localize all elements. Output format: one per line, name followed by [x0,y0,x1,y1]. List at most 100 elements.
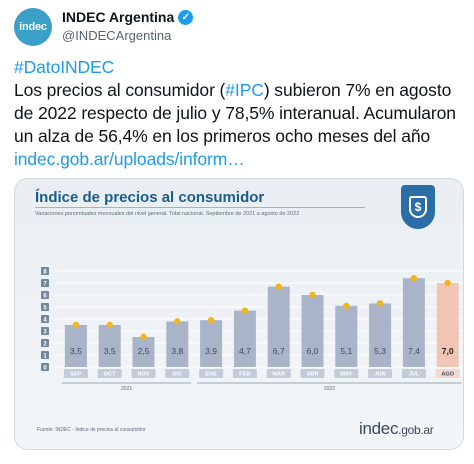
category-label: FEB [239,372,250,378]
y-tick-label: 3 [43,330,47,336]
category-label: JUL [409,372,420,378]
category-box [131,369,156,378]
tweet-url-link[interactable]: indec.gob.ar/uploads/inform… [14,149,245,169]
category-label: OCT [104,372,116,378]
y-tick-box [41,303,49,311]
data-label: 6,7 [273,346,285,356]
ipc-bar-chart: 0 1 2 3 4 5 6 7 8 3,5 SEP 3,5 OCT 2,5 NOV 3,8 DIC 3,9 ENE 4… [41,267,463,392]
y-tick-box [41,279,49,287]
category-label: MAR [272,372,285,378]
indec-logo: indec.gob.ar [359,419,434,439]
category-box [232,369,257,378]
bar-abr [301,295,324,367]
data-label: 5,3 [374,346,386,356]
bar-sep [64,325,87,367]
brand-suffix: .gob.ar [398,423,434,437]
tweet-text-part-b: ) subieron 7% en agosto de 2022 respecto… [14,80,456,146]
category-label: DIC [172,372,182,378]
y-tick-label: 1 [43,354,47,360]
category-label: MAY [340,372,352,378]
bar-dic [166,321,189,367]
category-label: NOV [137,372,149,378]
category-label: AGO [441,372,454,378]
y-tick-label: 5 [43,306,47,312]
bar-top-dot [410,275,418,282]
bar-top-dot [343,302,350,309]
bar-ene [200,320,223,367]
bar-top-dot [241,307,249,314]
bar-jun [369,303,392,367]
year-label: 2022 [324,386,335,392]
price-tag-icon: $ [401,185,435,229]
chart-subtitle: Variaciones porcentuales mensuales del n… [35,211,300,217]
category-label: ABR [306,372,318,378]
title-rule [35,207,365,208]
ipc-hashtag-link[interactable]: #IPC [225,80,264,100]
bar-top-dot [376,300,384,307]
dollar-sign-icon: $ [409,196,427,218]
data-label: 3,8 [171,346,183,356]
category-box [300,369,325,378]
bar-top-dot [72,321,80,329]
y-tick-box [41,267,49,275]
data-label: 7,4 [408,346,420,356]
display-name[interactable]: INDEC Argentina ✓ [62,9,194,25]
category-label: SEP [70,372,81,378]
y-tick-box [41,363,49,371]
category-box [435,369,460,378]
data-label: 2,5 [138,346,150,356]
data-label: 3,5 [104,346,116,356]
data-label: 5,1 [340,346,352,356]
bar-may [335,305,358,367]
hashtag-link[interactable]: #DatoINDEC [14,57,115,77]
user-handle[interactable]: @INDECArgentina [62,28,172,43]
category-box [199,369,224,378]
data-label: 3,5 [70,346,82,356]
y-tick-box [41,291,49,299]
bar-oct [98,325,121,367]
bar-top-dot [444,279,451,287]
bar-nov [132,337,155,367]
bar-top-dot [140,333,147,341]
data-label: 4,7 [239,346,251,356]
data-label: 6,0 [307,346,319,356]
avatar[interactable]: indec [14,8,52,46]
category-box [401,369,426,378]
year-label: 2021 [121,386,132,392]
chart-title: Índice de precios al consumidor [35,189,265,206]
verified-badge-icon: ✓ [178,9,194,25]
y-tick-box [41,327,49,335]
chart-source: Fuente: INDEC - Índice de precios al con… [37,427,146,433]
bar-feb [233,310,256,367]
data-label: 7,0 [442,346,454,356]
display-name-text[interactable]: INDEC Argentina [62,9,175,25]
y-tick-label: 6 [43,294,47,300]
y-tick-label: 7 [43,282,47,288]
category-label: ENE [205,372,217,378]
category-box [165,369,190,378]
bar-top-dot [275,283,282,290]
y-tick-label: 4 [43,318,47,324]
tweet-text: #DatoINDEC Los precios al consumidor (#I… [14,56,464,171]
y-tick-label: 8 [43,270,47,276]
bar-mar [267,286,290,367]
y-tick-box [41,351,49,359]
tweet-text-part-a: Los precios al consumidor ( [14,80,226,100]
data-label: 3,9 [205,346,217,356]
media-image-card[interactable]: Índice de precios al consumidor Variacio… [14,178,464,450]
bar-ago [436,283,459,367]
category-box [266,369,291,378]
bar-top-dot [174,318,181,325]
bar-top-dot [106,321,113,329]
category-box [97,369,122,378]
y-tick-box [41,315,49,323]
category-label: JUN [374,372,385,378]
bar-top-dot [309,291,316,299]
category-box [368,369,393,378]
bar-top-dot [207,317,215,324]
tweet-header: indec INDEC Argentina ✓ @INDECArgentina [14,6,464,50]
author-names: INDEC Argentina ✓ @INDECArgentina [62,9,194,43]
bar-jul [402,278,425,367]
category-box [334,369,359,378]
y-tick-label: 2 [43,342,47,348]
